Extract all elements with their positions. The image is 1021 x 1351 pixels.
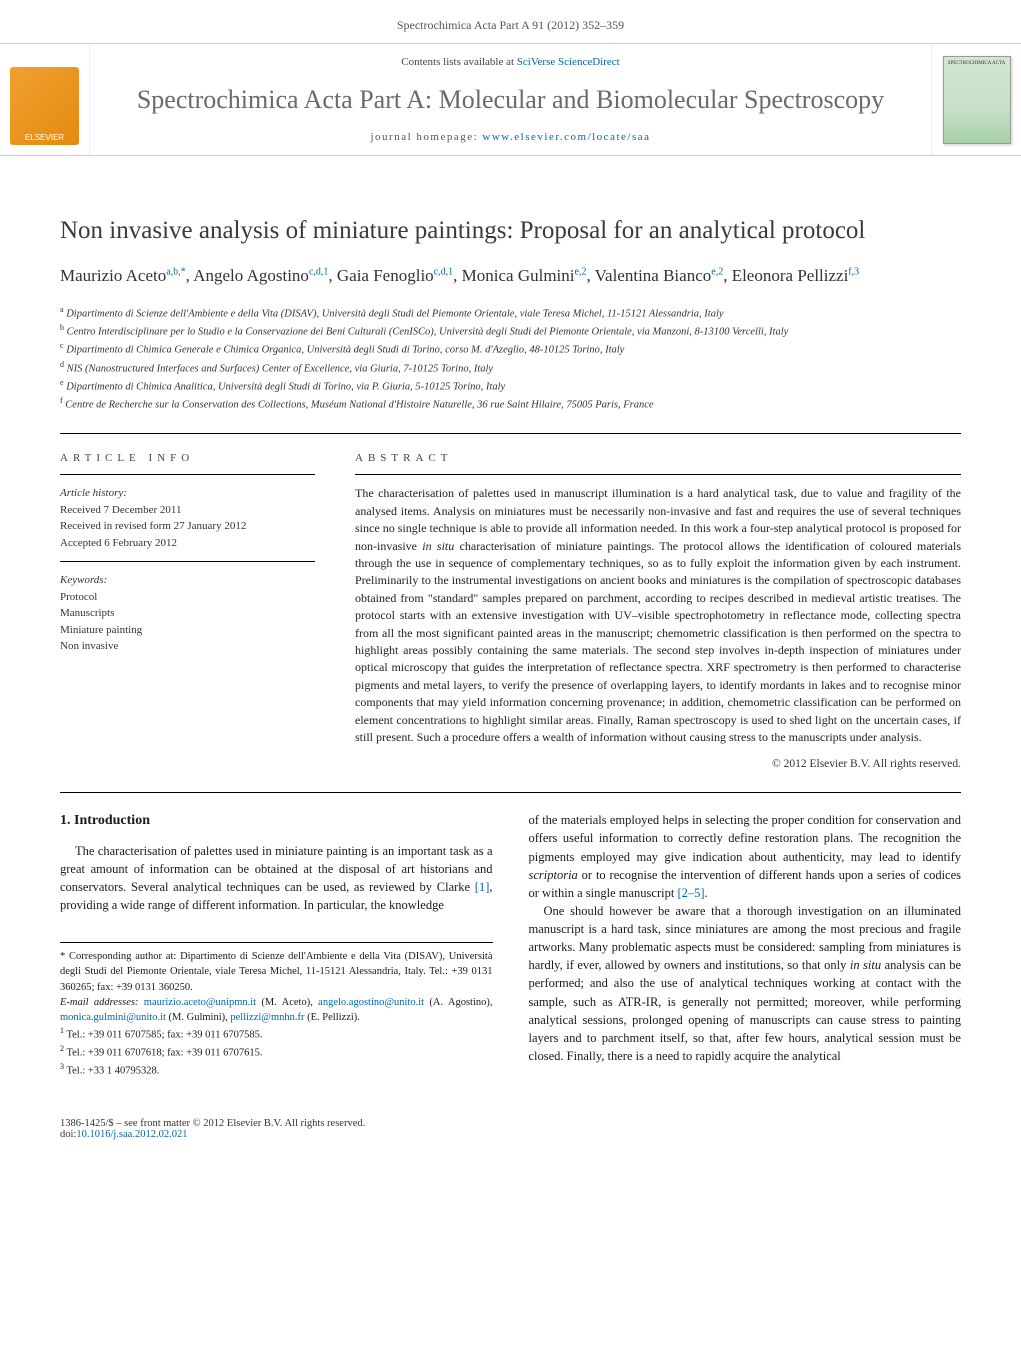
affiliation-line: f Centre de Recherche sur la Conservatio…: [60, 395, 961, 413]
tel-2: 2 Tel.: +39 011 6707618; fax: +39 011 67…: [60, 1043, 493, 1061]
affiliation-line: c Dipartimento di Chimica Generale e Chi…: [60, 340, 961, 358]
email-link[interactable]: angelo.agostino@unito.it: [318, 997, 424, 1008]
homepage-link[interactable]: www.elsevier.com/locate/saa: [482, 131, 650, 143]
affiliations: a Dipartimento di Scienze dell'Ambiente …: [60, 304, 961, 414]
abstract-head: ABSTRACT: [355, 452, 961, 464]
history-accepted: Accepted 6 February 2012: [60, 535, 315, 552]
keyword-item: Protocol: [60, 589, 315, 606]
history-revised: Received in revised form 27 January 2012: [60, 518, 315, 535]
header-citation: Spectrochimica Acta Part A 91 (2012) 352…: [397, 18, 624, 32]
abstract-copyright: © 2012 Elsevier B.V. All rights reserved…: [355, 758, 961, 770]
info-rule-1: [60, 474, 315, 475]
info-abstract-row: ARTICLE INFO Article history: Received 7…: [60, 442, 961, 770]
running-head: Spectrochimica Acta Part A 91 (2012) 352…: [0, 0, 1021, 43]
article-title: Non invasive analysis of miniature paint…: [60, 216, 961, 246]
contents-line: Contents lists available at SciVerse Sci…: [100, 56, 921, 68]
footnote-block: * Corresponding author at: Dipartimento …: [60, 942, 493, 1078]
banner-center: Contents lists available at SciVerse Sci…: [90, 44, 931, 155]
article-info-head: ARTICLE INFO: [60, 452, 315, 464]
keywords-block: Keywords: ProtocolManuscriptsMiniature p…: [60, 572, 315, 655]
affiliation-line: d NIS (Nanostructured Interfaces and Sur…: [60, 359, 961, 377]
tel1-text: Tel.: +39 011 6707585; fax: +39 011 6707…: [66, 1030, 262, 1041]
elsevier-logo-label: ELSEVIER: [25, 133, 64, 142]
publisher-logo-cell: ELSEVIER: [0, 44, 90, 155]
email-link[interactable]: maurizio.aceto@unipmn.it: [144, 997, 256, 1008]
author-list: Maurizio Acetoa,b,*, Angelo Agostinoc,d,…: [60, 264, 961, 288]
article-history: Article history: Received 7 December 201…: [60, 485, 315, 551]
keyword-item: Miniature painting: [60, 622, 315, 639]
keywords-label: Keywords:: [60, 572, 315, 589]
keyword-item: Non invasive: [60, 638, 315, 655]
abstract-col: ABSTRACT The characterisation of palette…: [355, 442, 961, 770]
intro-p1: The characterisation of palettes used in…: [60, 842, 493, 915]
doi-line: doi:10.1016/j.saa.2012.02.021: [60, 1129, 961, 1140]
corresponding-author: * Corresponding author at: Dipartimento …: [60, 949, 493, 995]
issn-line: 1386-1425/$ – see front matter © 2012 El…: [60, 1118, 961, 1129]
journal-cover-cell: SPECTROCHIMICA ACTA: [931, 44, 1021, 155]
abstract-text: The characterisation of palettes used in…: [355, 485, 961, 746]
info-rule-2: [60, 561, 315, 562]
article-body: Non invasive analysis of miniature paint…: [0, 156, 1021, 1108]
homepage-prefix: journal homepage:: [371, 131, 483, 143]
keyword-item: Manuscripts: [60, 605, 315, 622]
tel3-text: Tel.: +33 1 40795328.: [66, 1065, 159, 1076]
contents-prefix: Contents lists available at: [401, 56, 516, 68]
cover-label: SPECTROCHIMICA ACTA: [948, 61, 1006, 66]
tel-1: 1 Tel.: +39 011 6707585; fax: +39 011 67…: [60, 1025, 493, 1043]
rule-top: [60, 433, 961, 434]
abstract-rule: [355, 474, 961, 475]
article-info-col: ARTICLE INFO Article history: Received 7…: [60, 442, 315, 770]
affiliation-line: a Dipartimento di Scienze dell'Ambiente …: [60, 304, 961, 322]
intro-heading: 1. Introduction: [60, 811, 493, 831]
email-addresses: E-mail addresses: maurizio.aceto@unipmn.…: [60, 995, 493, 1025]
tel2-text: Tel.: +39 011 6707618; fax: +39 011 6707…: [66, 1047, 262, 1058]
doi-prefix: doi:: [60, 1129, 76, 1140]
tel-3: 3 Tel.: +33 1 40795328.: [60, 1061, 493, 1079]
body-two-col: 1. Introduction The characterisation of …: [60, 811, 961, 1078]
elsevier-logo: ELSEVIER: [10, 67, 79, 145]
doi-link[interactable]: 10.1016/j.saa.2012.02.021: [76, 1129, 187, 1140]
journal-cover-thumb: SPECTROCHIMICA ACTA: [943, 56, 1011, 144]
history-received: Received 7 December 2011: [60, 502, 315, 519]
journal-banner: ELSEVIER Contents lists available at Sci…: [0, 43, 1021, 156]
keywords-list: ProtocolManuscriptsMiniature paintingNon…: [60, 589, 315, 655]
rule-mid: [60, 792, 961, 793]
affiliation-line: e Dipartimento di Chimica Analitica, Uni…: [60, 377, 961, 395]
email-link[interactable]: monica.gulmini@unito.it: [60, 1012, 166, 1023]
email-link[interactable]: pellizzi@mnhn.fr: [230, 1012, 304, 1023]
intro-p2: of the materials employed helps in selec…: [529, 811, 962, 902]
sciencedirect-link[interactable]: SciVerse ScienceDirect: [517, 56, 620, 68]
journal-name: Spectrochimica Acta Part A: Molecular an…: [100, 84, 921, 115]
intro-p3: One should however be aware that a thoro…: [529, 902, 962, 1065]
history-label: Article history:: [60, 485, 315, 502]
homepage-line: journal homepage: www.elsevier.com/locat…: [100, 131, 921, 143]
page-footer: 1386-1425/$ – see front matter © 2012 El…: [0, 1108, 1021, 1164]
affiliation-line: b Centro Interdisciplinare per lo Studio…: [60, 322, 961, 340]
